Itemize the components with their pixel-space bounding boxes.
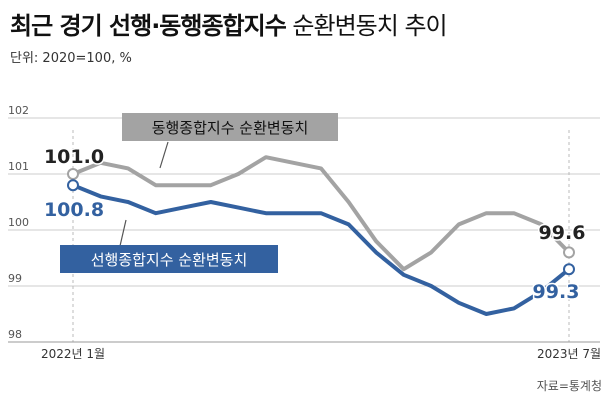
data-labels: 101.0 100.8 99.6 99.3 [42, 145, 587, 305]
y-axis-labels: 98 99 100 101 102 [8, 104, 29, 341]
chart-title-light: 순환변동치 추이 [285, 12, 447, 40]
leading-series-name: 선행종합지수 순환변동치 [91, 251, 248, 269]
leading-end-value: 99.3 [533, 281, 580, 303]
chart-title-bold: 최근 경기 선행·동행종합지수 [10, 12, 287, 40]
y-tick-label: 100 [8, 216, 29, 229]
coincident-start-marker [67, 168, 79, 180]
leading-start-value: 100.8 [44, 199, 104, 221]
leading-start-marker [67, 179, 79, 192]
y-tick-label: 98 [8, 328, 22, 341]
leading-callout-pointer [119, 219, 127, 247]
x-tick-label-start: 2022년 1월 [41, 347, 105, 361]
series-lines [67, 155, 575, 316]
source-note: 자료=통계청 [536, 379, 602, 393]
leading-callout-box [60, 245, 278, 273]
coincident-end-marker [563, 246, 575, 259]
coincident-index-line [71, 155, 571, 272]
coincident-series-name: 동행종합지수 순환변동치 [152, 119, 309, 137]
coincident-callout-box [122, 113, 338, 141]
coincident-callout-pointer [159, 141, 169, 169]
coincident-end-value: 99.6 [539, 222, 586, 244]
chart-title: 최근 경기 선행·동행종합지수 순환변동치 추이 [10, 6, 448, 41]
y-tick-label: 102 [8, 104, 29, 117]
x-tick-label-end: 2023년 7월 [537, 347, 601, 361]
x-axis: 2022년 1월 2023년 7월 [8, 341, 601, 361]
unit-note: 단위: 2020=100, % [10, 51, 132, 66]
leading-index-line [71, 183, 571, 316]
y-tick-label: 101 [8, 160, 29, 173]
y-tick-label: 99 [8, 272, 22, 285]
coincident-start-value: 101.0 [44, 146, 104, 168]
leading-end-marker [563, 263, 575, 276]
